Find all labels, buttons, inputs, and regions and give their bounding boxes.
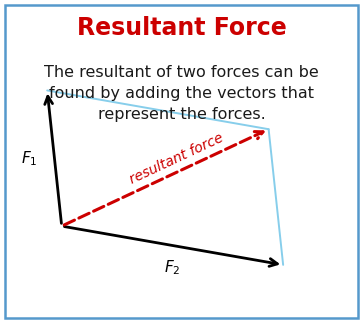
Text: Resultant Force: Resultant Force xyxy=(77,16,286,40)
Text: $F_1$: $F_1$ xyxy=(21,149,37,168)
Text: $F_2$: $F_2$ xyxy=(164,259,181,277)
Text: The resultant of two forces can be
found by adding the vectors that
represent th: The resultant of two forces can be found… xyxy=(44,65,319,121)
Text: resultant force: resultant force xyxy=(127,130,226,186)
